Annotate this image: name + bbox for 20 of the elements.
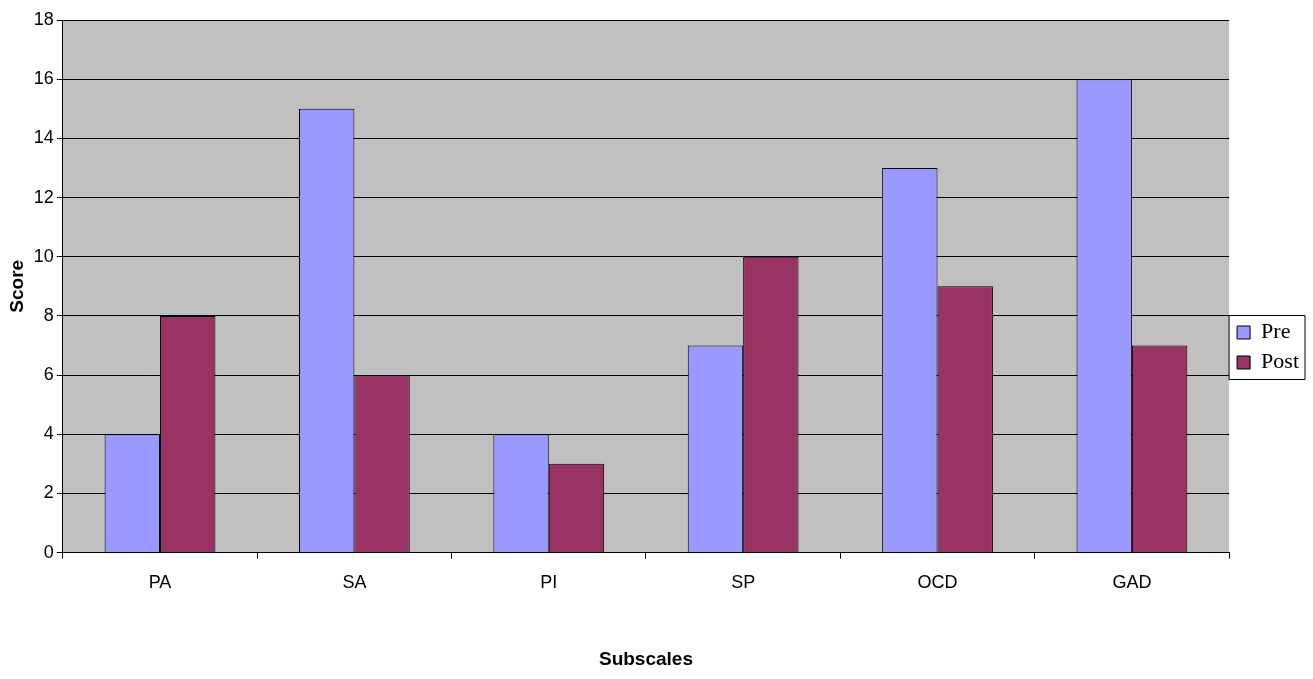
- y-tick-label: 2: [43, 482, 54, 503]
- x-tick-label: GAD: [1112, 572, 1152, 593]
- x-tick-label: PA: [148, 572, 172, 593]
- x-tick-label: SA: [342, 572, 367, 593]
- y-tick-label: 14: [33, 127, 54, 148]
- legend-label: Post: [1261, 348, 1300, 374]
- y-tick-label: 16: [33, 68, 54, 89]
- y-tick-label: 6: [43, 364, 54, 385]
- legend-label: Pre: [1261, 318, 1291, 344]
- x-axis-title: Subscales: [598, 647, 693, 669]
- x-tick-label: SP: [731, 572, 756, 593]
- y-tick-label: 4: [43, 423, 54, 444]
- y-tick-label: 8: [43, 304, 54, 325]
- y-tick-label: 18: [33, 8, 54, 29]
- x-tick-label: PI: [540, 572, 558, 593]
- y-axis-title: Score: [5, 259, 27, 313]
- y-tick-label: 12: [33, 186, 54, 207]
- y-tick-label: 10: [33, 245, 54, 266]
- y-tick-label: 0: [43, 541, 54, 562]
- x-tick-label: OCD: [917, 572, 958, 593]
